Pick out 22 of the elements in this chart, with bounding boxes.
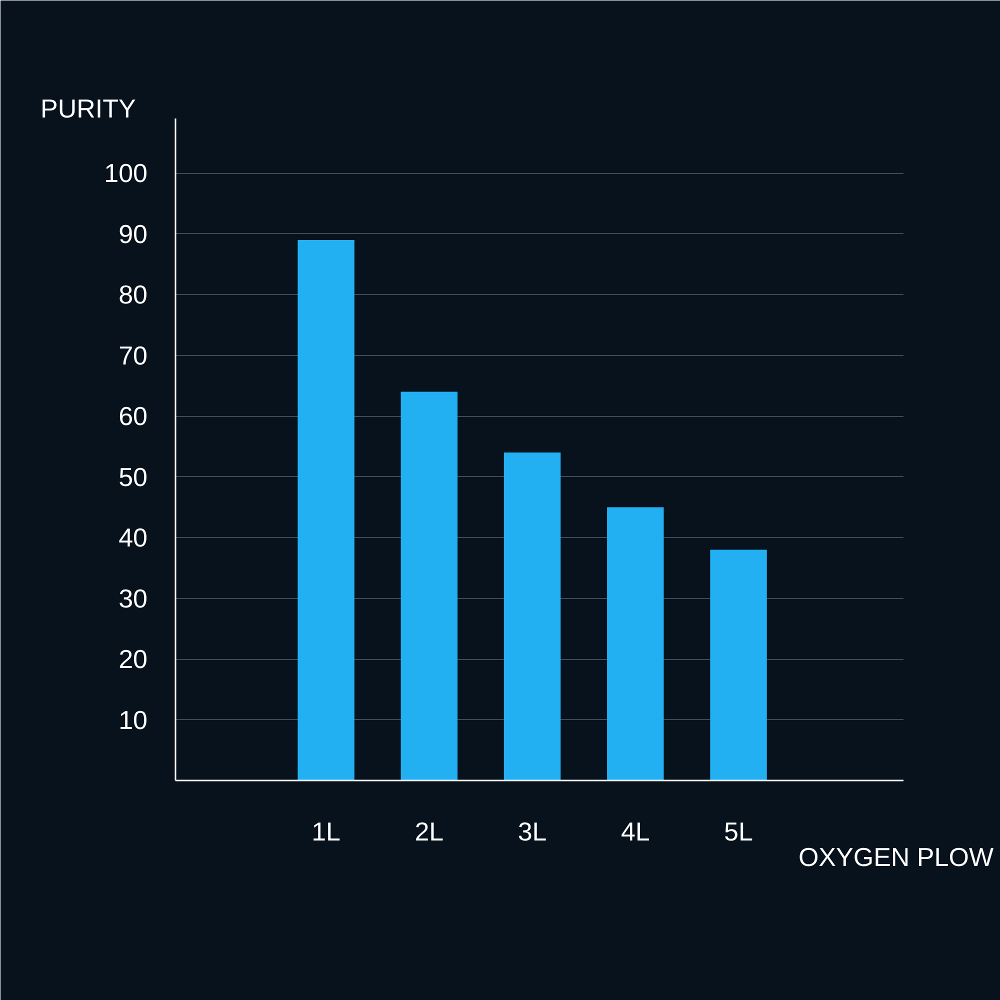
bar	[607, 507, 664, 780]
x-tick-label: 5L	[724, 816, 753, 846]
y-tick-label: 80	[118, 280, 148, 310]
y-tick-label: 30	[118, 583, 148, 614]
x-tick-label: 1L	[312, 816, 341, 846]
bar	[710, 550, 767, 780]
y-tick-label: 100	[104, 158, 148, 188]
bar	[400, 392, 458, 780]
y-tick-label: 60	[118, 401, 148, 432]
x-tick-label: 4L	[620, 816, 650, 846]
y-tick-label: 40	[118, 522, 148, 553]
y-tick-label: 70	[118, 340, 148, 370]
y-tick-label: 10	[118, 704, 148, 735]
bar	[504, 452, 561, 780]
y-tick-label: 50	[118, 462, 148, 492]
x-tick-label: 2L	[414, 816, 444, 846]
bar	[298, 240, 354, 780]
y-tick-label: 90	[118, 218, 148, 249]
x-tick-label: 3L	[518, 816, 547, 846]
y-axis-title: PURITY	[40, 94, 136, 124]
x-axis-title: OXYGEN PLOW	[798, 842, 994, 872]
y-tick-label: 20	[118, 644, 148, 674]
